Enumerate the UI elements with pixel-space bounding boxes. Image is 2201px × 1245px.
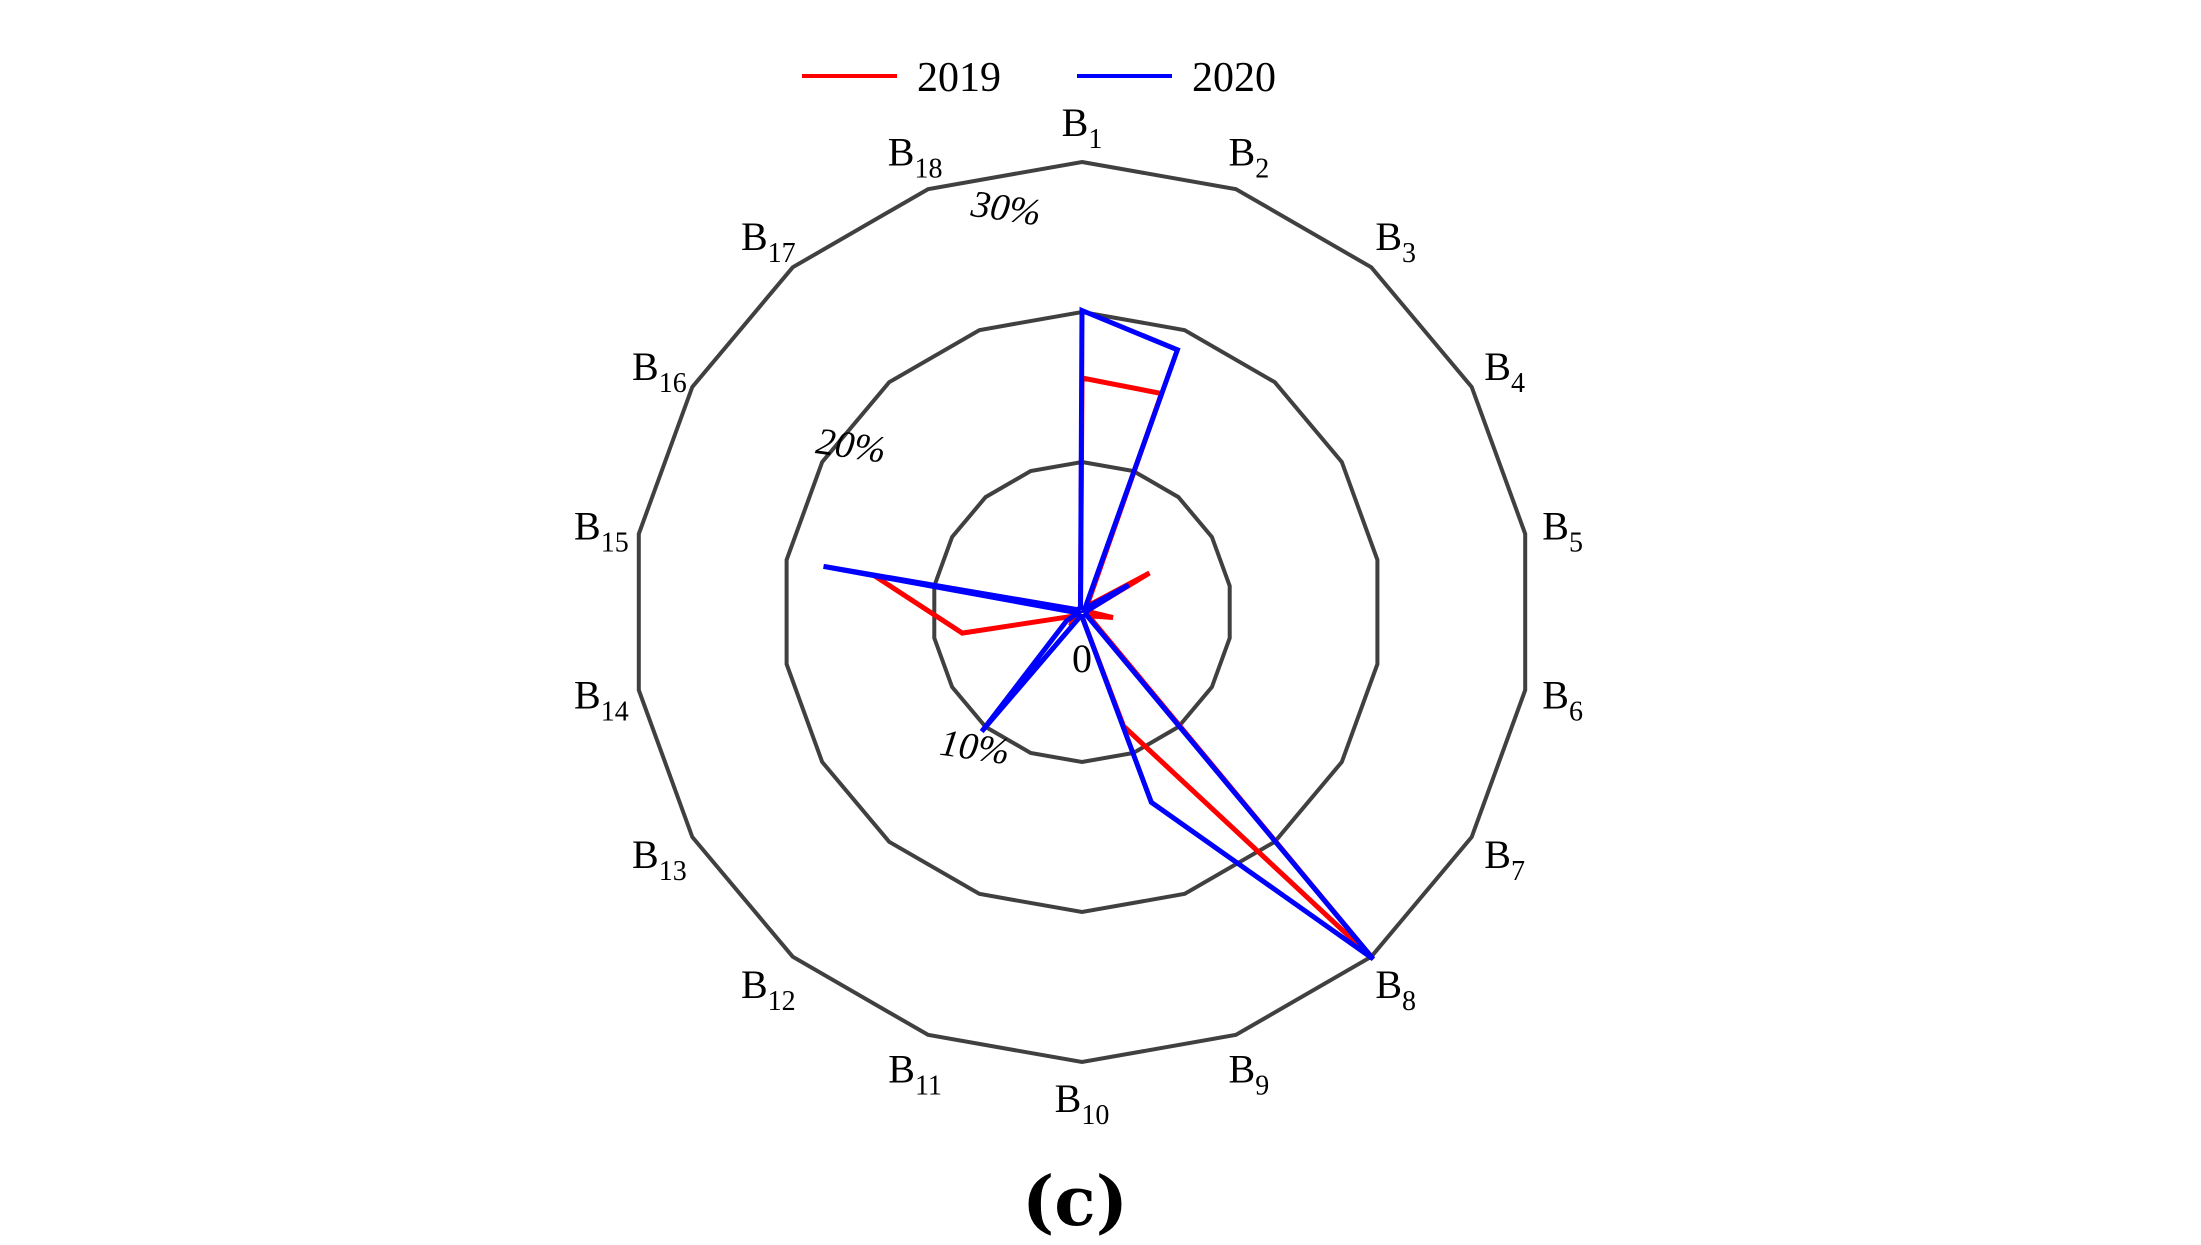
- legend: 2019 2020: [802, 55, 1276, 101]
- category-label-B18: B18: [888, 129, 943, 184]
- category-label-B15: B15: [574, 503, 629, 558]
- grid-ring-10: [932, 459, 1232, 765]
- ring-labels: 10% 20% 30%: [814, 183, 1044, 773]
- grid-ring-30: [636, 159, 1528, 1065]
- category-label-B1: B1: [1062, 100, 1103, 155]
- legend-label-2019: 2019: [917, 55, 1001, 101]
- ring-label-30: 30%: [968, 183, 1044, 234]
- category-label-B3: B3: [1375, 214, 1416, 269]
- category-label-B11: B11: [888, 1047, 942, 1102]
- category-label-B5: B5: [1542, 503, 1583, 558]
- series-line-2020: [823, 306, 1376, 962]
- ring-label-20: 20%: [814, 420, 889, 471]
- legend-label-2020: 2020: [1192, 55, 1276, 101]
- category-label-B16: B16: [632, 344, 687, 399]
- ring-label-10: 10%: [937, 722, 1012, 773]
- series-layer: [823, 306, 1376, 962]
- category-label-B17: B17: [741, 214, 796, 269]
- category-label-B6: B6: [1542, 673, 1583, 728]
- category-label-B4: B4: [1484, 344, 1525, 399]
- category-label-B9: B9: [1229, 1047, 1270, 1102]
- category-label-B7: B7: [1484, 832, 1525, 887]
- category-label-B13: B13: [632, 832, 687, 887]
- category-label-B2: B2: [1229, 129, 1270, 184]
- panel-label: (c): [1022, 1162, 1128, 1242]
- grid-ring-20: [784, 309, 1380, 915]
- category-label-B12: B12: [741, 962, 796, 1017]
- category-label-B14: B14: [574, 673, 629, 728]
- category-label-B8: B8: [1375, 962, 1416, 1017]
- center-label: 0: [1072, 636, 1092, 681]
- category-labels: B1 B2 B3 B4 B5 B6 B7 B8 B9 B10 B11 B12 B13 B14 B15 B16 B…: [574, 100, 1583, 1131]
- radar-grid: [636, 159, 1528, 1065]
- category-label-B10: B10: [1055, 1076, 1110, 1131]
